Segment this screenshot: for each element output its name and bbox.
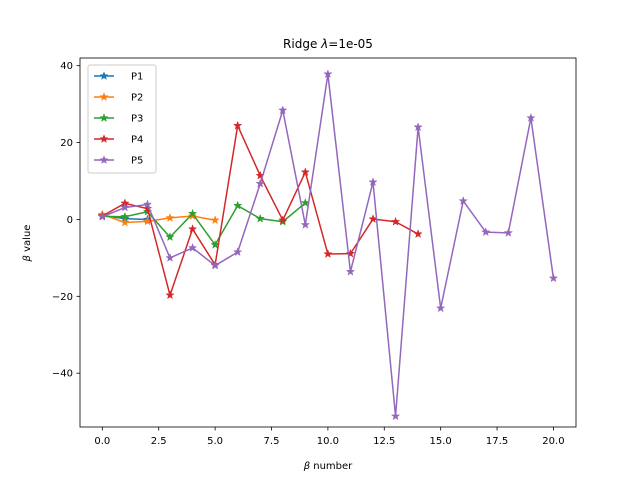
title-prefix: Ridge xyxy=(283,37,321,51)
x-tick-label: 7.5 xyxy=(264,436,280,447)
y-axis-label-symbol: β xyxy=(22,254,33,262)
data-point-p5 xyxy=(390,411,401,421)
data-point-p3 xyxy=(255,213,265,223)
data-point-p5 xyxy=(368,177,378,187)
data-point-p5 xyxy=(120,202,130,212)
data-point-p3 xyxy=(120,211,130,221)
x-tick-label: 10.0 xyxy=(317,436,339,447)
data-point-p5 xyxy=(458,196,468,205)
legend-entry-p5: P5 xyxy=(94,155,143,167)
data-point-p5 xyxy=(255,178,265,188)
data-point-p3 xyxy=(232,200,243,210)
data-point-p4 xyxy=(345,248,356,258)
y-axis-label: β value xyxy=(22,225,33,263)
data-point-p4 xyxy=(323,249,333,259)
chart-title: Ridge λ=1e-05 xyxy=(283,37,373,51)
data-point-p5 xyxy=(413,122,423,132)
data-point-p4 xyxy=(390,216,401,226)
legend-entry-p2: P2 xyxy=(94,92,143,104)
x-tick-label: 2.5 xyxy=(151,436,167,447)
data-point-p5 xyxy=(165,252,175,262)
data-point-p5 xyxy=(210,260,220,270)
data-point-p4 xyxy=(413,229,423,239)
legend-marker-p4 xyxy=(99,134,109,144)
legend-label-p3: P3 xyxy=(131,114,143,125)
x-tick-label: 15.0 xyxy=(430,436,452,447)
data-point-p4 xyxy=(142,203,153,213)
y-tick-label: 0 xyxy=(67,215,73,226)
title-suffix: =1e-05 xyxy=(328,37,373,51)
series-p5 xyxy=(97,69,559,421)
data-point-p5 xyxy=(548,273,559,283)
x-axis-ticks: 0.0 2.5 5.0 7.5 10.0 12.5 15.0 17.5 20.0 xyxy=(94,427,565,447)
y-tick-label: 20 xyxy=(60,138,73,149)
data-point-p4 xyxy=(278,215,288,225)
legend-label-p5: P5 xyxy=(131,156,143,167)
data-point-p4 xyxy=(187,224,198,234)
title-lambda: λ xyxy=(320,37,328,51)
data-point-p5 xyxy=(232,247,243,257)
x-axis-label-symbol: β xyxy=(303,461,311,472)
legend-label-p1: P1 xyxy=(131,72,143,83)
data-point-p3 xyxy=(165,232,175,242)
legend-label-p2: P2 xyxy=(131,93,143,104)
data-point-p5 xyxy=(503,227,514,237)
data-point-p5 xyxy=(526,113,536,122)
legend-entry-p4: P4 xyxy=(94,134,143,146)
y-axis-ticks: −40 −20 0 20 40 xyxy=(52,61,80,380)
data-point-p5 xyxy=(187,242,198,252)
data-point-p5 xyxy=(481,227,491,237)
data-point-p5 xyxy=(97,211,108,221)
y-tick-label: 40 xyxy=(60,61,73,72)
data-point-p2 xyxy=(120,217,130,227)
series-line-p3 xyxy=(102,202,306,246)
series-p4 xyxy=(97,120,423,300)
data-point-p5 xyxy=(435,303,446,313)
legend-entry-p3: P3 xyxy=(94,113,143,125)
data-point-p4 xyxy=(165,290,175,300)
legend-marker-p3 xyxy=(99,113,109,123)
data-point-p2 xyxy=(210,215,220,225)
legend: P1 P2 P3 P4 P5 xyxy=(87,64,157,174)
legend-marker-p1 xyxy=(99,71,109,81)
x-tick-label: 12.5 xyxy=(373,436,395,447)
y-tick-label: −20 xyxy=(52,292,73,303)
x-tick-label: 20.0 xyxy=(542,436,564,447)
series-p2 xyxy=(97,209,220,227)
x-tick-label: 17.5 xyxy=(486,436,508,447)
data-point-p4 xyxy=(232,120,243,130)
series-layer xyxy=(97,69,559,421)
data-point-p3 xyxy=(187,208,198,218)
data-point-p5 xyxy=(345,266,356,276)
legend-marker-p5 xyxy=(99,155,109,165)
data-point-p5 xyxy=(278,105,288,115)
y-tick-label: −40 xyxy=(52,369,73,380)
x-tick-label: 0.0 xyxy=(94,436,110,447)
legend-label-p4: P4 xyxy=(131,135,143,146)
data-point-p5 xyxy=(323,69,333,79)
y-axis-label-text: value xyxy=(22,225,33,256)
legend-entry-p1: P1 xyxy=(94,71,143,83)
x-tick-label: 5.0 xyxy=(207,436,223,447)
data-point-p5 xyxy=(142,199,153,209)
data-point-p4 xyxy=(300,167,311,177)
legend-box xyxy=(87,64,157,174)
x-axis-label: β number xyxy=(303,461,353,472)
data-point-p5 xyxy=(300,219,311,229)
legend-marker-p2 xyxy=(99,92,109,102)
x-axis-label-text: number xyxy=(310,461,353,472)
data-point-p2 xyxy=(165,212,175,222)
